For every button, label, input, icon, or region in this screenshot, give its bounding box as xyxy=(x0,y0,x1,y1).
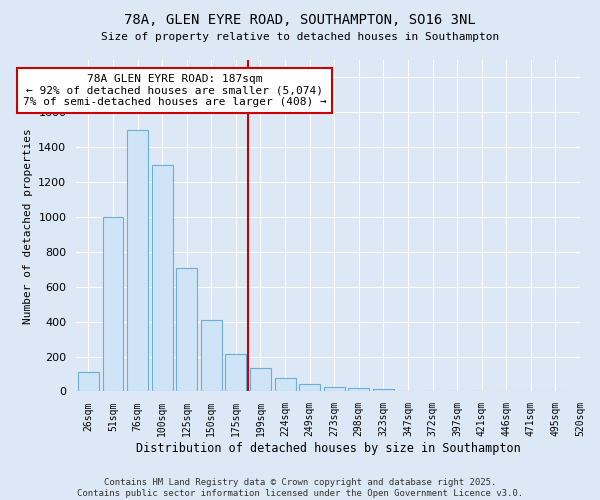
Text: 78A GLEN EYRE ROAD: 187sqm
← 92% of detached houses are smaller (5,074)
7% of se: 78A GLEN EYRE ROAD: 187sqm ← 92% of deta… xyxy=(23,74,326,107)
Bar xyxy=(349,388,369,392)
Bar xyxy=(127,130,148,392)
Text: Size of property relative to detached houses in Southampton: Size of property relative to detached ho… xyxy=(101,32,499,42)
Bar xyxy=(201,320,222,392)
Y-axis label: Number of detached properties: Number of detached properties xyxy=(23,128,33,324)
Bar xyxy=(299,384,320,392)
Bar xyxy=(152,164,173,392)
X-axis label: Distribution of detached houses by size in Southampton: Distribution of detached houses by size … xyxy=(136,442,520,455)
Text: Contains HM Land Registry data © Crown copyright and database right 2025.
Contai: Contains HM Land Registry data © Crown c… xyxy=(77,478,523,498)
Bar xyxy=(373,389,394,392)
Bar xyxy=(226,354,247,392)
Bar xyxy=(250,368,271,392)
Bar xyxy=(103,217,124,392)
Bar xyxy=(275,378,296,392)
Bar xyxy=(324,387,344,392)
Bar xyxy=(78,372,99,392)
Text: 78A, GLEN EYRE ROAD, SOUTHAMPTON, SO16 3NL: 78A, GLEN EYRE ROAD, SOUTHAMPTON, SO16 3… xyxy=(124,12,476,26)
Bar xyxy=(176,268,197,392)
